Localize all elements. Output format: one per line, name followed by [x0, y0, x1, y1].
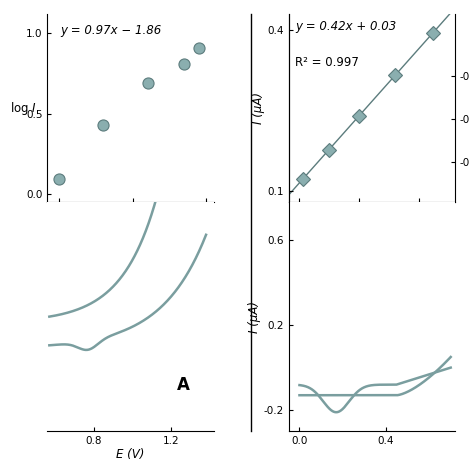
Text: y = 0.42x + 0.03: y = 0.42x + 0.03	[295, 20, 397, 33]
Text: y = 0.97x − 1.86: y = 0.97x − 1.86	[61, 24, 162, 36]
Y-axis label: I (μA): I (μA)	[252, 92, 264, 124]
Text: A: A	[177, 376, 190, 394]
X-axis label: $v^{1/2}$: $v^{1/2}$	[360, 218, 383, 235]
Y-axis label: I (μA): I (μA)	[248, 301, 261, 333]
X-axis label: E (V): E (V)	[117, 447, 145, 461]
X-axis label: log $v$: log $v$	[115, 218, 146, 235]
Y-axis label: log $I$: log $I$	[10, 100, 36, 117]
Text: R² = 0.997: R² = 0.997	[295, 55, 359, 69]
